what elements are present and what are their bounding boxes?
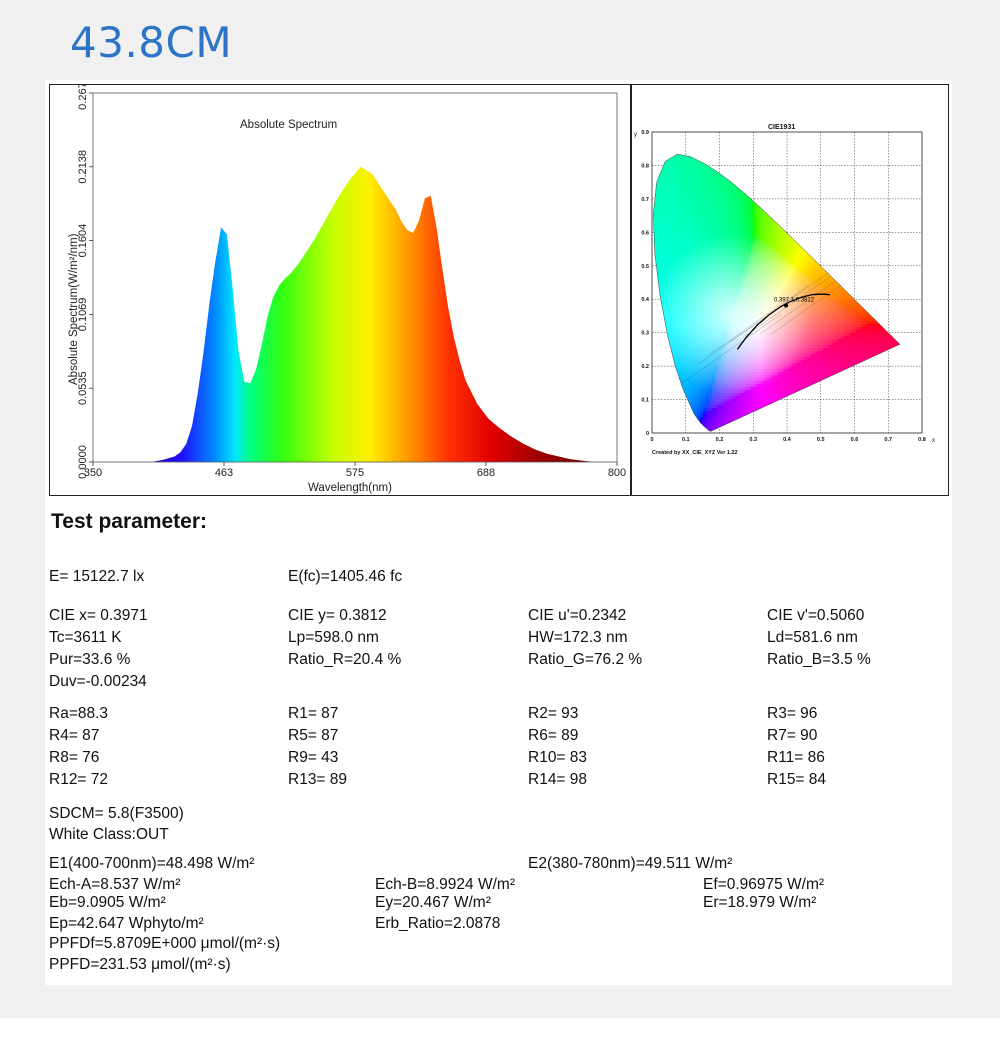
cie-y-tick-label: 0 (646, 431, 649, 437)
param-ppfd: PPFD=231.53 μmol/(m²·s) (49, 956, 231, 973)
measured-point-label: 0.397 1,0.3812 (774, 298, 815, 304)
param-ech-a: Ech-A=8.537 W/m² (49, 876, 181, 893)
param-duv: Duv=-0.00234 (49, 673, 147, 690)
param-r12: R12= 72 (49, 771, 109, 788)
param-ld: Ld=581.6 nm (767, 629, 858, 646)
cie-y-tick-label: 0.3 (641, 331, 649, 337)
param-r15: R15= 84 (767, 771, 827, 788)
param-ratio-r: Ratio_R=20.4 % (288, 651, 402, 668)
cie-y-tick-label: 0.2 (641, 364, 649, 370)
param-hw: HW=172.3 nm (528, 629, 628, 646)
spectrum-y-tick-label: 0.1604 (77, 224, 89, 258)
param-r8: R8= 76 (49, 749, 100, 766)
cie-x-tick-label: 0.3 (749, 437, 757, 443)
param-cie-y: CIE y= 0.3812 (288, 607, 387, 624)
param-r10: R10= 83 (528, 749, 588, 766)
spectrum-x-tick-label: 800 (608, 467, 626, 479)
param-r6: R6= 89 (528, 727, 579, 744)
spectrum-y-tick-label: 0.1069 (77, 298, 89, 332)
report-sheet: 350 463 575 688 800 0.0000 0.0535 0.1069 0.1604 0… (45, 76, 952, 985)
spectrum-y-tick-label: 0.2138 (77, 150, 89, 184)
param-r14: R14= 98 (528, 771, 588, 788)
param-tc: Tc=3611 K (49, 629, 122, 646)
spectrum-area (151, 166, 594, 462)
param-sdcm: SDCM= 5.8(F3500) (49, 805, 184, 822)
param-ech-b: Ech-B=8.9924 W/m² (375, 876, 515, 893)
cie1931-svg: 0.397 1,0.3812 0 0.1 0.2 0.3 0.4 0.5 0.6 0.7 0.8… (634, 124, 935, 456)
cie-y-tick-label: 0.5 (641, 264, 649, 270)
param-ratio-g: Ratio_G=76.2 % (528, 651, 643, 668)
param-r2: R2= 93 (528, 705, 579, 722)
spectrum-y-tick-label: 0.0000 (77, 445, 89, 479)
cie-y-tick-label: 0.4 (641, 297, 650, 303)
param-erb-ratio: Erb_Ratio=2.0878 (375, 915, 501, 932)
param-ef: Ef=0.96975 W/m² (703, 876, 825, 893)
param-lp: Lp=598.0 nm (288, 629, 379, 646)
absolute-spectrum-svg: 350 463 575 688 800 0.0000 0.0535 0.1069 0.1604 0… (68, 76, 626, 494)
cie1931-chart: 0.397 1,0.3812 0 0.1 0.2 0.3 0.4 0.5 0.6 0.7 0.8… (631, 84, 949, 496)
param-r3: R3= 96 (767, 705, 818, 722)
param-eb: Eb=9.0905 W/m² (49, 894, 166, 911)
param-ey: Ey=20.467 W/m² (375, 894, 491, 911)
param-r1: R1= 87 (288, 705, 339, 722)
cie-x-tick-label: 0.5 (817, 437, 825, 443)
cie-x-label: x (932, 438, 935, 444)
param-r5: R5= 87 (288, 727, 339, 744)
spectrum-x-tick-label: 350 (84, 467, 102, 479)
cie-x-tick-label: 0.6 (851, 437, 859, 443)
param-ra: Ra=88.3 (49, 705, 109, 722)
cie-title: CIE1931 (768, 124, 795, 131)
spectrum-title: Absolute Spectrum (240, 119, 337, 131)
param-r9: R9= 43 (288, 749, 339, 766)
cie-y-tick-label: 0.9 (641, 130, 649, 136)
page-title: 43.8CM (70, 18, 233, 67)
cie-x-tick-label: 0.2 (716, 437, 724, 443)
param-pur: Pur=33.6 % (49, 651, 131, 668)
param-r13: R13= 89 (288, 771, 348, 788)
cie-x-tick-label: 0.8 (918, 437, 926, 443)
cie-y-tick-label: 0.7 (641, 197, 649, 203)
cie-footer: Created by XX_CIE_XYZ Ver 1.22 (652, 450, 738, 456)
param-cie-u: CIE u'=0.2342 (528, 607, 627, 624)
spectrum-x-tick-label: 575 (346, 467, 364, 479)
test-parameter-panel: Test parameter: E= 15122.7 lx E(fc)=1405… (45, 80, 952, 985)
param-white-class: White Class:OUT (49, 826, 169, 843)
bottom-strip (0, 1018, 1000, 1064)
measured-point (784, 303, 789, 308)
spectrum-axes: 350 463 575 688 800 0.0000 0.0535 0.1069 0.1604 0… (77, 76, 626, 479)
param-e2: E2(380-780nm)=49.511 W/m² (528, 855, 733, 872)
cie-y-tick-label: 0.1 (641, 398, 649, 404)
cie-axes: 0 0.1 0.2 0.3 0.4 0.5 0.6 0.7 0.8 0 0.1 0.2 0.3 0.4 0.… (641, 130, 925, 443)
param-e-fc: E(fc)=1405.46 fc (288, 568, 403, 585)
spectrum-y-label: Absolute Spectrum(W/m²/nm) (68, 233, 80, 385)
cie-x-tick-label: 0.7 (884, 437, 892, 443)
spectrum-y-tick-label: 0.0535 (77, 371, 89, 405)
param-r7: R7= 90 (767, 727, 818, 744)
spectral-locus (653, 153, 901, 432)
param-ep: Ep=42.647 Wphyto/m² (49, 915, 204, 932)
param-e: E= 15122.7 lx (49, 568, 145, 585)
param-ratio-b: Ratio_B=3.5 % (767, 651, 871, 668)
cie-x-tick-label: 0.1 (682, 437, 690, 443)
param-r11: R11= 86 (767, 749, 825, 766)
cie-x-tick-label: 0.4 (783, 437, 792, 443)
spectrum-x-tick-label: 463 (215, 467, 233, 479)
param-ppfdf: PPFDf=5.8709E+000 μmol/(m²·s) (49, 935, 281, 952)
cie-y-tick-label: 0.8 (641, 163, 649, 169)
param-r4: R4= 87 (49, 727, 100, 744)
param-cie-v: CIE v'=0.5060 (767, 607, 865, 624)
spectrum-area-layer (151, 166, 594, 462)
param-e1: E1(400-700nm)=48.498 W/m² (49, 855, 255, 872)
absolute-spectrum-chart: 350 463 575 688 800 0.0000 0.0535 0.1069 0.1604 0… (49, 76, 631, 496)
spectrum-x-label: Wavelength(nm) (308, 482, 392, 494)
spectrum-x-tick-label: 688 (477, 467, 495, 479)
param-cie-x: CIE x= 0.3971 (49, 607, 148, 624)
param-er: Er=18.979 W/m² (703, 894, 817, 911)
test-parameter-heading: Test parameter: (51, 510, 208, 533)
cie-y-label: y (634, 132, 637, 138)
spectrum-y-tick-label: 0.2673 (77, 85, 89, 110)
cie-y-tick-label: 0.6 (641, 230, 649, 236)
cie-x-tick-label: 0 (650, 437, 653, 443)
